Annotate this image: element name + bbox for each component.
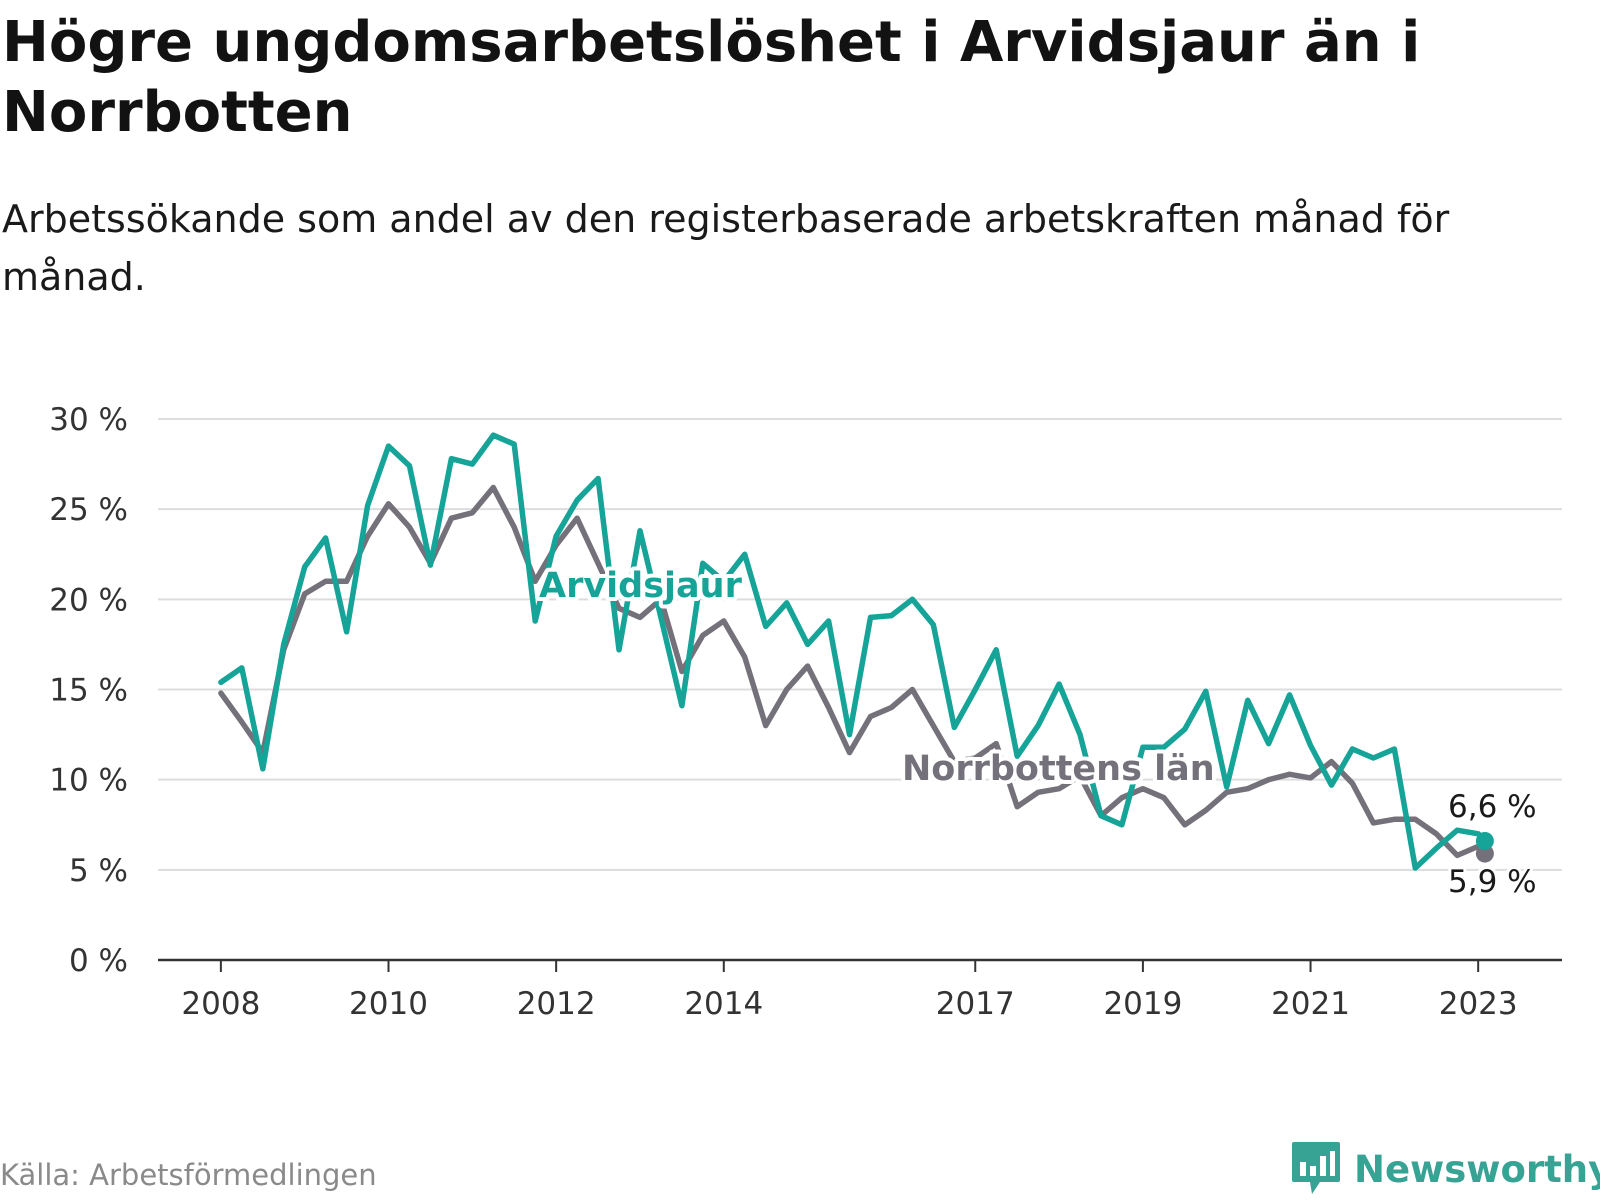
series-labels: Arvidsjaur Norrbottens län 6,6 % 5,9 % — [535, 562, 1540, 903]
x-axis-ticks: 2008 2010 2012 2014 2017 2019 2021 2023 — [181, 960, 1518, 1022]
x-tick-label-2021: 2021 — [1271, 986, 1350, 1022]
chart-title: Högre ungdomsarbetslöshet i Arvidsjaur ä… — [2, 10, 1421, 145]
y-tick-label-15: 15 % — [49, 673, 128, 709]
y-tick-label-5: 5 % — [69, 853, 128, 889]
newsworthy-logo-icon — [1292, 1142, 1340, 1194]
y-tick-label-30: 30 % — [49, 402, 128, 438]
x-tick-label-2023: 2023 — [1439, 986, 1518, 1022]
x-tick-label-2008: 2008 — [181, 986, 260, 1022]
end-point-norrbottens-lan — [1475, 844, 1494, 863]
y-tick-label-20: 20 % — [49, 582, 128, 618]
brand-name: Newsworthy — [1354, 1147, 1600, 1191]
brand-logo: Newsworthy — [1290, 1140, 1600, 1198]
y-tick-label-0: 0 % — [69, 943, 128, 979]
y-tick-label-10: 10 % — [49, 763, 128, 799]
series-line-norrbottens-lan — [218, 484, 1488, 859]
x-tick-label-2010: 2010 — [349, 986, 428, 1022]
end-value-label-norrbottens-lan: 5,9 % — [1448, 864, 1537, 900]
y-axis-ticks: 0 % 5 % 10 % 15 % 20 % 25 % 30 % — [49, 402, 128, 979]
end-point-arvidsjaur — [1475, 831, 1494, 850]
line-chart: 0 %5 %10 %15 %20 %25 %30 % 2008 2010 2012 2… — [49, 402, 1562, 1022]
gridlines — [158, 418, 1562, 871]
x-tick-label-2012: 2012 — [517, 986, 596, 1022]
x-tick-label-2019: 2019 — [1103, 986, 1182, 1022]
x-tick-label-2017: 2017 — [936, 986, 1015, 1022]
series-line-arvidsjaur — [218, 432, 1488, 871]
series-label-arvidsjaur: Arvidsjaur — [539, 566, 743, 606]
source-note: Källa: Arbetsförmedlingen — [0, 1158, 377, 1192]
x-tick-label-2014: 2014 — [684, 986, 763, 1022]
end-value-label-arvidsjaur: 6,6 % — [1448, 789, 1537, 825]
series-lines — [218, 432, 1494, 871]
series-label-norrbottens-lan: Norrbottens län — [902, 749, 1215, 789]
y-tick-label-25: 25 % — [49, 492, 128, 528]
chart-subtitle: Arbetssökande som andel av den registerb… — [2, 197, 1450, 299]
